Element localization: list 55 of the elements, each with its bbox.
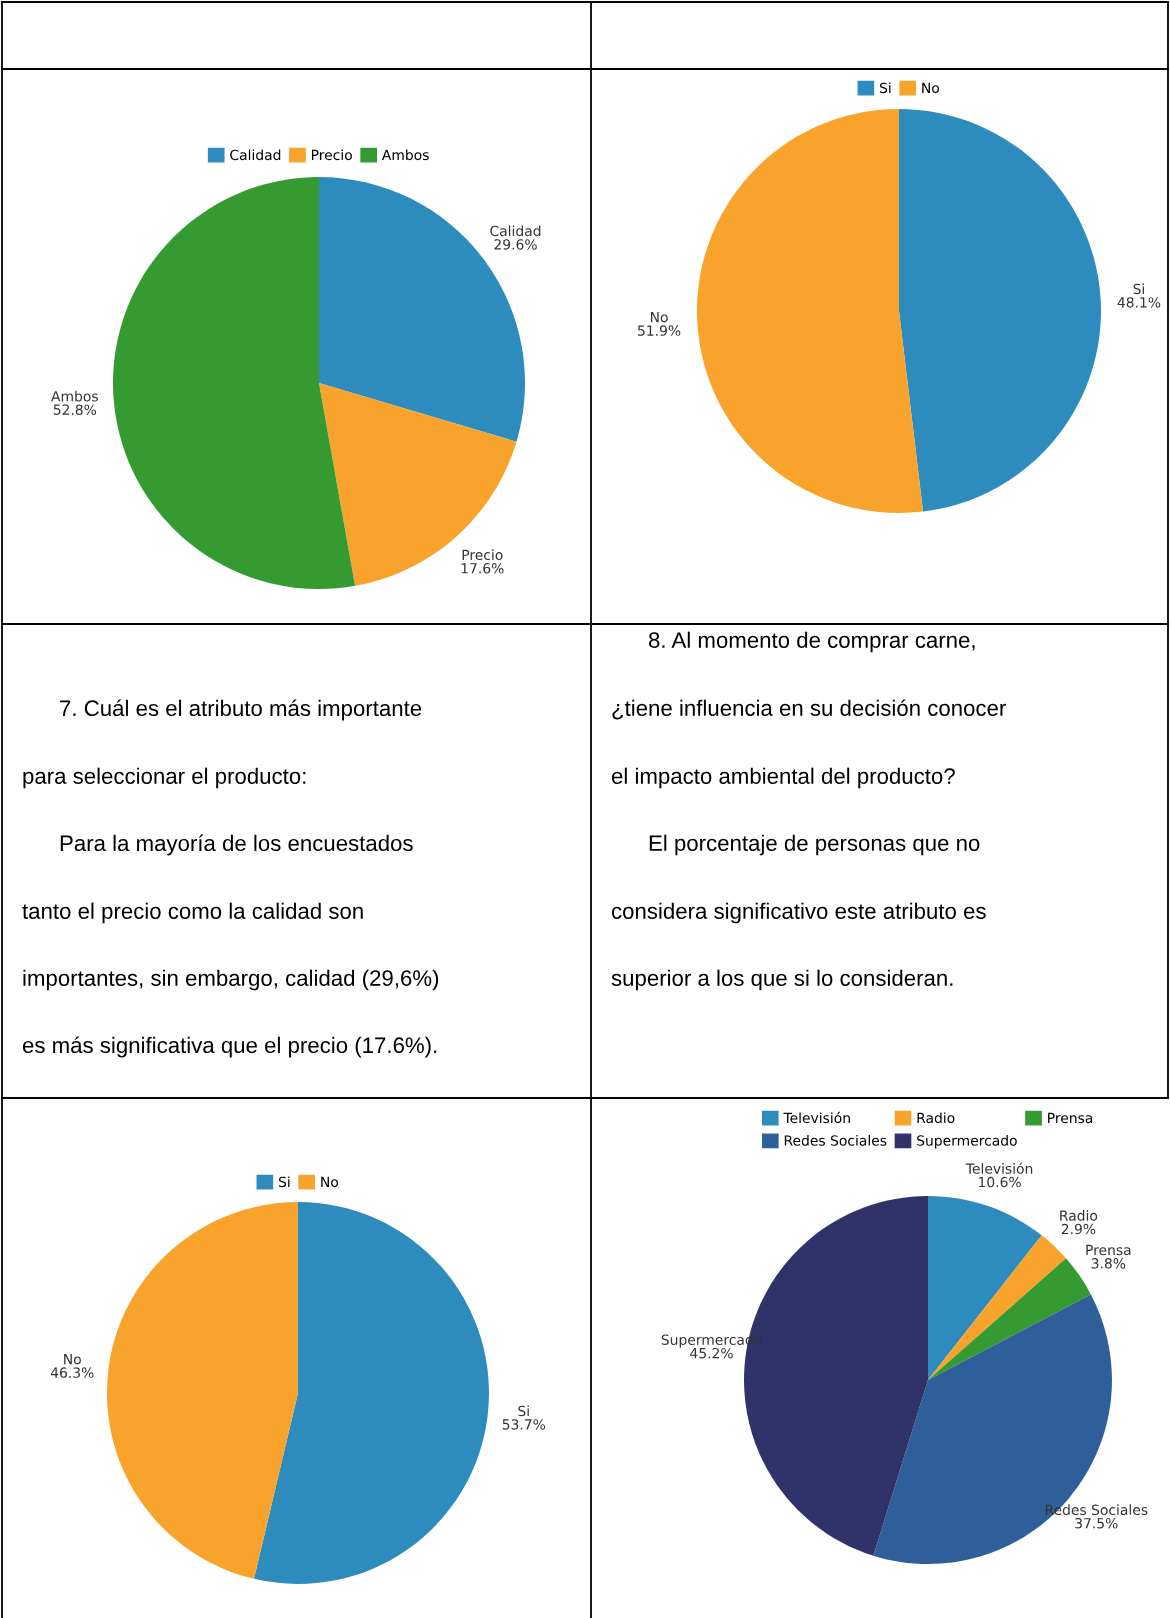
data-label: 2.9% [1061, 1223, 1096, 1235]
data-label: 17.6% [461, 563, 504, 574]
slice-label: Radio [1060, 1210, 1098, 1221]
data-label: 51.9% [638, 325, 681, 336]
text: Para la mayoría de los encuestados [60, 834, 413, 856]
data-label: 52.8% [53, 404, 97, 415]
text: ¿tiene influencia en su decisión conocer [612, 699, 1006, 720]
legend-label: Calidad [230, 149, 281, 161]
pie-slice [319, 383, 517, 586]
data-label: 10.6% [979, 1176, 1021, 1188]
text: el impacto ambiental del producto? [611, 767, 955, 789]
legend-label: Televisión [783, 1111, 850, 1124]
text: para seleccionar el producto: [23, 767, 306, 789]
slice-label: Prensa [1086, 1244, 1131, 1256]
pie-slice [107, 1202, 298, 1579]
data-label: 29.6% [494, 239, 537, 250]
data-label: 46.3% [50, 1367, 94, 1378]
slice-label: No [64, 1354, 81, 1365]
slice-label: Calidad [490, 225, 541, 237]
pie-slice [113, 177, 356, 589]
data-label: 53.7% [502, 1419, 546, 1430]
slice-label: Si [518, 1405, 529, 1417]
slice-label: Televisión [965, 1162, 1033, 1174]
text: importantes, sin embargo, calidad (29,6%) [23, 969, 439, 991]
legend-label: Supermercado [917, 1135, 1017, 1149]
pie-slice [928, 1258, 1091, 1380]
pie-slice [928, 1235, 1067, 1380]
slice-label: Ambos [51, 390, 98, 402]
pie-slice [928, 1196, 1042, 1380]
data-label: 37.5% [1075, 1517, 1118, 1529]
data-label: 48.1% [1117, 297, 1161, 308]
legend-label: Prensa [1048, 1112, 1093, 1124]
legend-label: Precio [311, 149, 352, 161]
legend-label: Radio [917, 1112, 955, 1124]
pie-slice [254, 1202, 489, 1584]
text: 7. Cuál es el atributo más importante [60, 699, 422, 721]
legend-label: Si [278, 1176, 290, 1188]
data-label: 45.2% [690, 1347, 733, 1359]
legend-label: No [321, 1176, 339, 1188]
text: 8. Al momento de comprar carne, [648, 631, 975, 653]
text: superior a los que si lo consideran. [611, 969, 953, 991]
slice-label: Si [1133, 283, 1144, 295]
legend-label: Redes Sociales [784, 1135, 887, 1146]
legend-label: No [922, 82, 940, 94]
text: es más significativa que el precio (17.6%). [22, 1036, 437, 1058]
text: tanto el precio como la calidad son [22, 902, 363, 924]
legend-label: Ambos [381, 149, 429, 161]
slice-label: Precio [462, 549, 503, 561]
slice-label: No [650, 312, 668, 323]
text: El porcentaje de personas que no [649, 834, 980, 856]
legend-label: Si [879, 82, 891, 94]
pie-slice [697, 109, 924, 513]
text: considera significativo este atributo es [611, 902, 986, 924]
pie-slice [899, 109, 1101, 512]
data-label: 3.8% [1091, 1258, 1126, 1269]
